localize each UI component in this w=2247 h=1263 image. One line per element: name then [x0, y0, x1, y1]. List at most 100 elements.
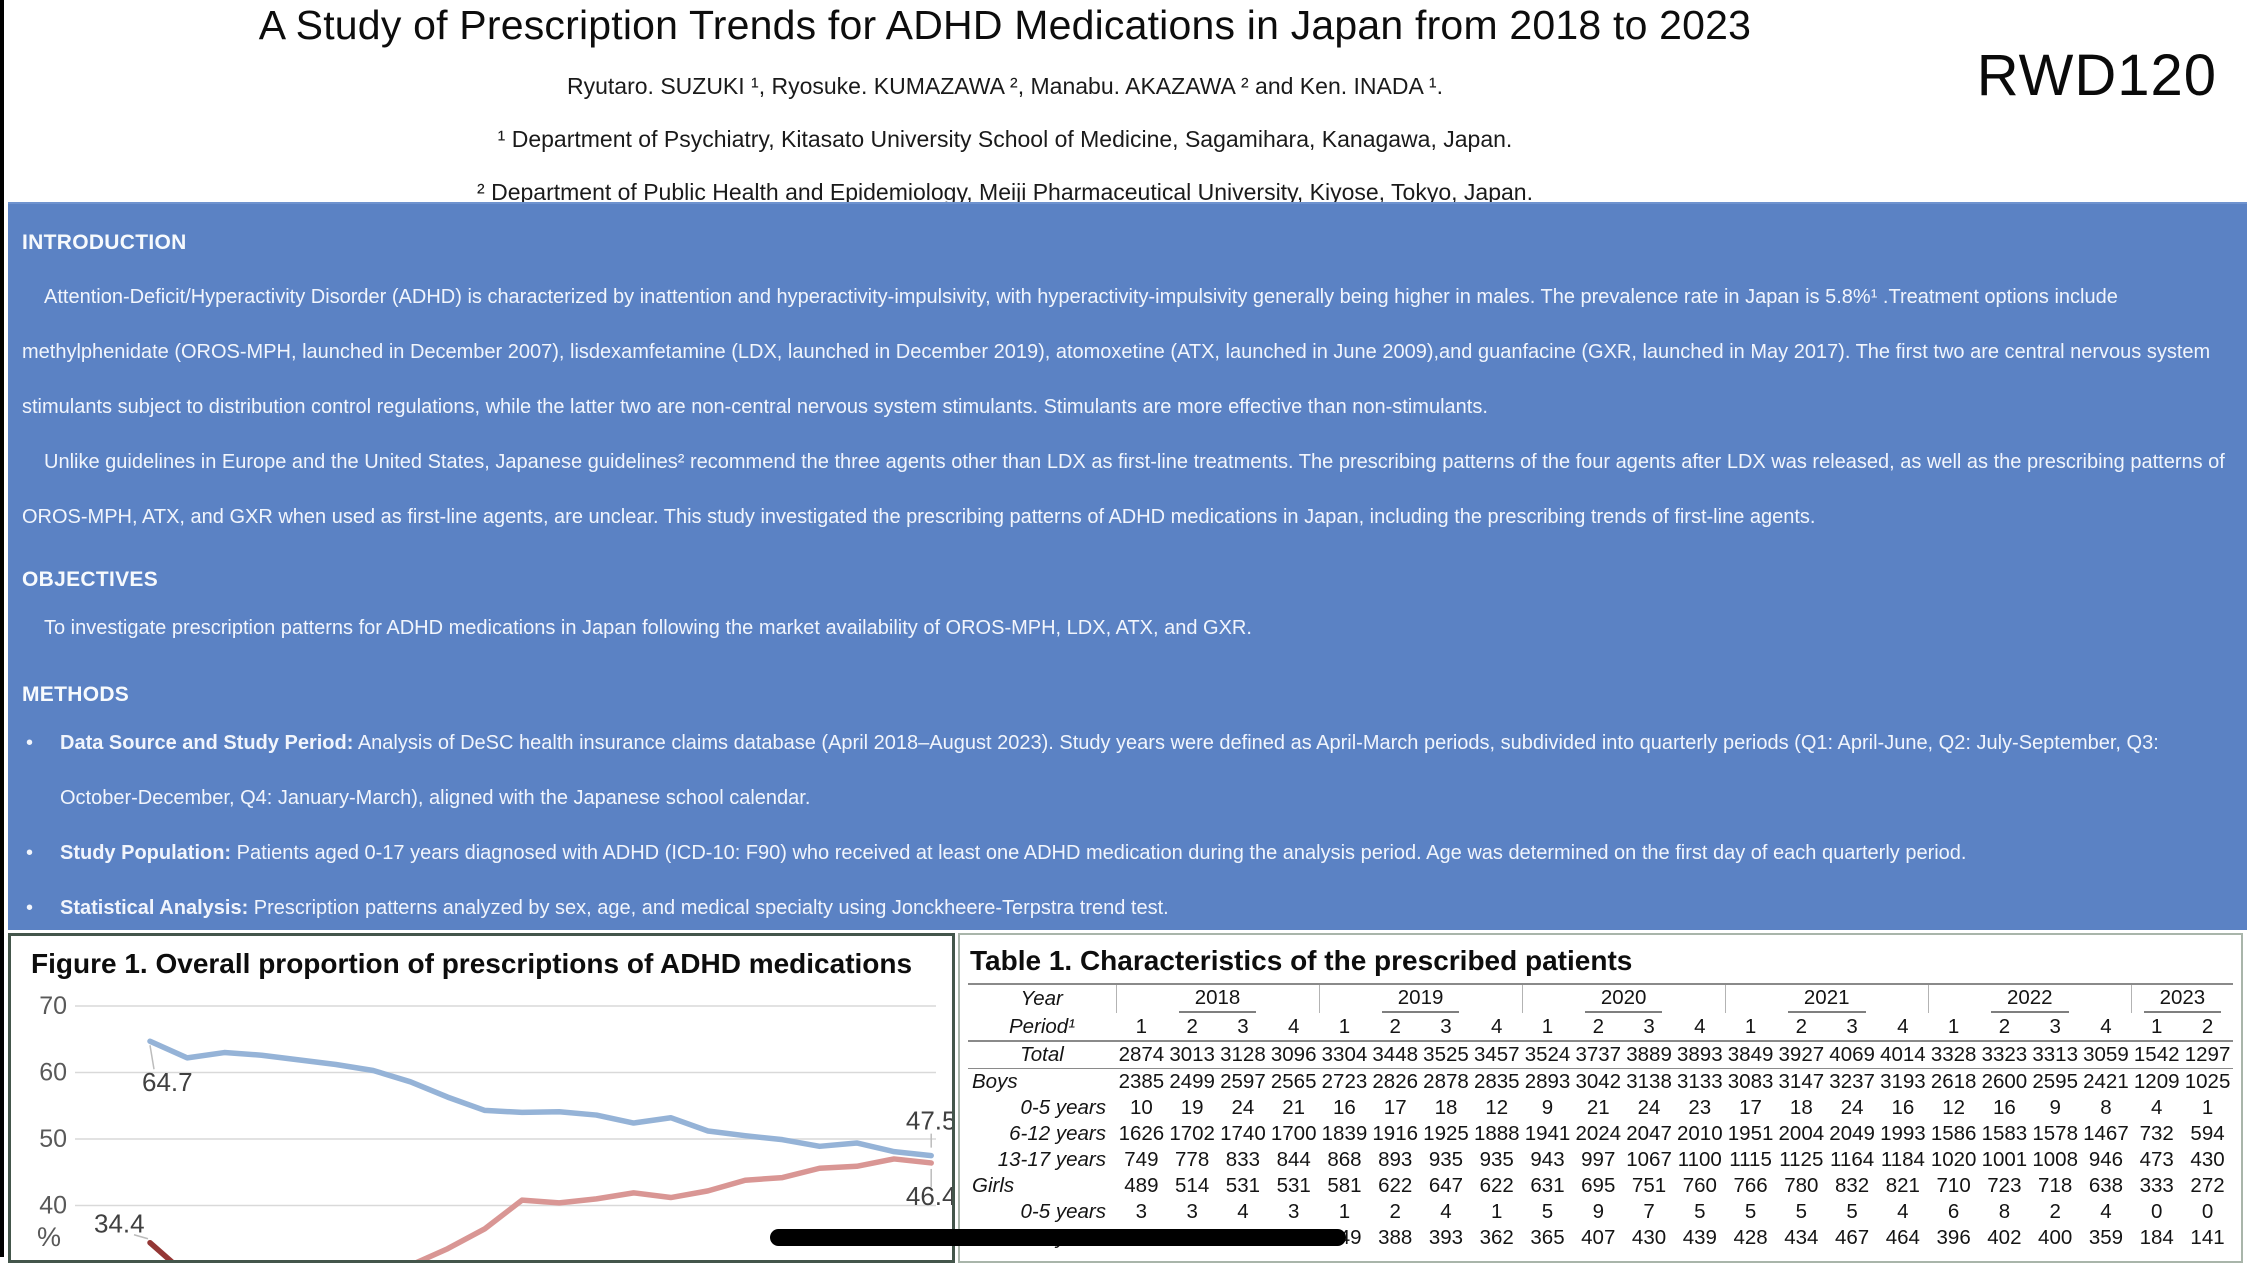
patients-table: Year 2018 2019 2020 2021 2022 2023 Period¹ 1 2 3 4 1…	[968, 983, 2233, 1251]
table-cell: 3	[1826, 1013, 1878, 1042]
introduction-paragraph-1: Attention-Deficit/Hyperactivity Disorder…	[22, 286, 2211, 418]
table-cell: 2	[1389, 1200, 1401, 1223]
data-label-47.5: 47.5	[906, 1106, 952, 1136]
table-cell: 396	[1936, 1226, 1971, 1249]
table-cell: 8	[2100, 1096, 2112, 1119]
table-cell: 1	[1928, 1013, 1980, 1042]
table-cell: Girls	[972, 1174, 1015, 1197]
table-cell: 407	[1581, 1226, 1616, 1249]
table-cell: 0	[2201, 1200, 2214, 1223]
table-cell: 2835	[1473, 1070, 1520, 1093]
table-cell: 365	[1530, 1226, 1565, 1249]
table-cell: 2	[2182, 1013, 2233, 1042]
table-cell: 4	[1268, 1013, 1320, 1042]
table-cell: 732	[2139, 1122, 2174, 1145]
table-cell: 3304	[1319, 1041, 1370, 1069]
table-year-group-2022: 2022	[1927, 983, 2132, 1013]
table-cell: 832	[1834, 1174, 1870, 1197]
table-cell: 434	[1784, 1226, 1819, 1249]
table-cell: 1941	[1524, 1122, 1571, 1145]
table-cell: 1	[1319, 1013, 1370, 1042]
table-cell: 3128	[1217, 1041, 1269, 1069]
table-cell: 21	[1282, 1096, 1306, 1119]
table-cell: 9	[1592, 1200, 1604, 1223]
table-cell: 2723	[1321, 1070, 1368, 1093]
table-cell: 778	[1175, 1148, 1210, 1171]
table-cell: 3524	[1522, 1041, 1573, 1069]
y-tick-label: 60	[39, 1059, 67, 1087]
table-cell: 1467	[2083, 1122, 2129, 1145]
table-cell: 467	[1834, 1226, 1870, 1249]
table-cell: 3133	[1677, 1070, 1723, 1093]
table-cell: 1	[2201, 1096, 2214, 1119]
table-cell: 0-5 years	[1020, 1096, 1106, 1119]
objectives-text: To investigate prescription patterns for…	[44, 617, 1252, 639]
table-cell: 2600	[1981, 1070, 2028, 1093]
table-cell: 3096	[1268, 1041, 1320, 1069]
methods-bullet-2-text: Patients aged 0-17 years diagnosed with …	[231, 842, 1967, 864]
table-cell: 24	[1637, 1096, 1661, 1119]
objectives-heading: OBJECTIVES	[22, 568, 159, 591]
figure1-title: Figure 1. Overall proportion of prescrip…	[31, 948, 913, 979]
table-cell: 1115	[1729, 1148, 1772, 1171]
table-cell: 821	[1885, 1174, 1920, 1197]
table-cell: 997	[1581, 1148, 1616, 1171]
table-cell: 400	[2038, 1226, 2073, 1249]
table-cell: 3138	[1626, 1070, 1672, 1093]
annotation-leader-line	[149, 1045, 155, 1070]
table-cell: 7	[1643, 1200, 1655, 1223]
table-cell: 1184	[1880, 1148, 1925, 1171]
table-cell: 12	[1485, 1096, 1509, 1119]
table-cell: 1164	[1830, 1148, 1875, 1171]
table-cell: 430	[1631, 1226, 1667, 1249]
table-cell: 3457	[1471, 1041, 1523, 1069]
table-cell: 3737	[1572, 1041, 1624, 1069]
table-cell: 16	[1992, 1096, 2016, 1119]
table-cell: 2024	[1575, 1122, 1622, 1145]
table-cell: 1	[1522, 1013, 1573, 1042]
table-cell: 4	[1897, 1200, 1909, 1223]
table-cell: 3	[1287, 1200, 1300, 1223]
table-cell: 1542	[2131, 1041, 2183, 1069]
table-cell: 3889	[1623, 1041, 1675, 1069]
table-cell: 2421	[2083, 1070, 2129, 1093]
table-cell: 9	[2049, 1096, 2061, 1119]
methods-bullet-1-text: Analysis of DeSC health insurance claims…	[60, 732, 2159, 809]
table-cell: 3083	[1727, 1070, 1774, 1093]
table-cell: 1578	[2032, 1122, 2078, 1145]
introduction-paragraph-2: Unlike guidelines in Europe and the Unit…	[22, 451, 2225, 528]
chart-series-salmon-line	[415, 1156, 934, 1260]
table-cell: 2499	[1169, 1070, 1215, 1093]
table-cell: 1583	[1981, 1122, 2028, 1145]
table-cell: 3042	[1575, 1070, 1622, 1093]
table-row-boys-age-13-17-years: 13-17 years 749 778 833 844 868 893 935 935 943 99…	[968, 1147, 2233, 1173]
y-tick-label: 50	[39, 1125, 67, 1153]
table-cell: 3849	[1725, 1041, 1776, 1069]
table-cell: 24	[1840, 1096, 1864, 1119]
table-cell: Year	[968, 983, 1116, 1013]
table-cell: 10	[1129, 1096, 1153, 1119]
methods-bullet-1: • Data Source and Study Period: Analysis …	[22, 716, 2229, 826]
table-year-header-row: Year 2018 2019 2020 2021 2022 2023	[968, 983, 2233, 1013]
table-cell: 1925	[1423, 1122, 1469, 1145]
table-cell: 3	[1217, 1013, 1269, 1042]
chart-series-dark-red-line	[147, 1239, 174, 1260]
table-cell: 2874	[1116, 1041, 1167, 1069]
methods-bullet-2-lead: Study Population:	[60, 842, 232, 864]
table-cell: 3	[2029, 1013, 2081, 1042]
table-cell: 531	[1276, 1174, 1311, 1197]
table-cell: 13-17 years	[997, 1148, 1106, 1171]
y-tick-label: 40	[39, 1192, 67, 1220]
methods-bullet-list: • Data Source and Study Period: Analysis …	[22, 716, 2229, 930]
table-cell: 4	[1237, 1200, 1249, 1223]
table-cell: 1	[1338, 1200, 1351, 1223]
table-cell: 1	[1116, 1013, 1167, 1042]
table-year-group-2018: 2018	[1115, 983, 1320, 1013]
table-cell: 18	[1789, 1096, 1813, 1119]
table-row-boys-age-6-12-years: 6-12 years 1626 1702 1740 1700 1839 1916 1925 18…	[968, 1121, 2233, 1147]
poster-left-edge	[0, 0, 4, 1257]
table1-panel: Table 1. Characteristics of the prescrib…	[958, 933, 2243, 1263]
table-cell: 2878	[1423, 1070, 1469, 1093]
table-row-girls-age-0-5-years: 0-5 years 3 3 4 3 1 2 4 1 5 9 7 5 5 5 5 4 6 8 2 4 0 0	[968, 1199, 2233, 1225]
table-cell: 184	[2139, 1226, 2174, 1249]
